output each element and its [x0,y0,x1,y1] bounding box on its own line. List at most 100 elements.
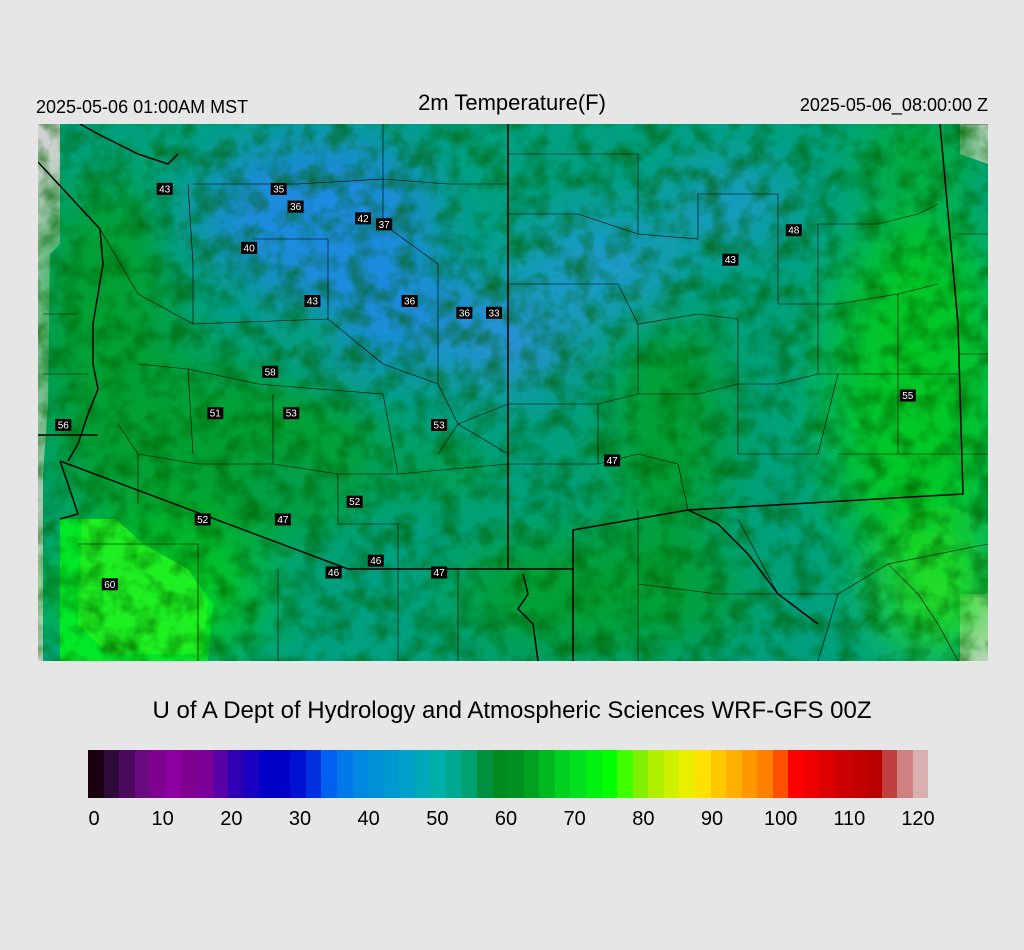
station-labels: 43 35 36 42 37 40 43 36 36 33 48 43 58 51 53 53 56 55 47 52… [55,182,916,591]
colorbar-segment [290,750,306,798]
station-label-box [287,200,304,213]
station-label-box [486,306,502,319]
colorbar-tick-label: 90 [700,808,724,830]
station-value: 36 [287,200,304,213]
station-value-text: 40 [244,243,256,254]
station-value-text: 47 [434,568,446,579]
station-value: 47 [274,513,291,526]
model-credit: U of A Dept of Hydrology and Atmospheric… [152,697,872,724]
station-value-text: 36 [404,297,416,308]
colorbar-segment [897,750,913,798]
colorbar-segment [352,750,369,798]
station-label-box [283,407,300,420]
colorbar-segment [570,750,586,798]
colorbar-segment [663,750,680,798]
colorbar-segment [477,750,493,798]
station-value: 43 [722,253,739,266]
station-value: 35 [270,182,287,195]
colorbar-segment [632,750,649,798]
colorbar-segment [601,750,618,798]
colorbar-segment [850,750,867,798]
colorbar-tick-label: 80 [632,808,655,830]
colorbar-segment [243,750,260,798]
colorbar-segment [274,750,291,798]
colorbar-segment [165,750,182,798]
station-value: 53 [431,419,448,432]
station-value: 43 [304,295,321,308]
station-label-box [262,365,279,378]
colorbar-tick-label: 10 [151,808,174,830]
station-label-box [722,253,739,266]
station-label-box [376,218,393,231]
colorbar-tick-label: 0 [88,808,100,830]
colorbar-segment [523,750,540,798]
station-value-text: 55 [902,391,914,402]
colorbar-segment [835,750,851,798]
station-label-box [101,578,118,591]
colorbar-tick-label: 30 [288,808,312,830]
station-value: 42 [355,212,372,225]
station-value-text: 52 [349,497,361,508]
station-value-text: 60 [104,580,116,591]
station-label-box [401,295,418,307]
colorbar-tick-label: 60 [494,808,518,830]
colorbar-segment [617,750,633,798]
station-label-box [270,182,287,195]
colorbar-segment [741,750,758,798]
colorbar-segment [383,750,400,798]
map-title: 2m Temperature(F) [418,90,606,115]
colorbar-tick-label: 20 [220,808,243,830]
station-value: 58 [262,365,279,378]
station-value-text: 37 [379,220,391,231]
station-label-box [456,306,473,319]
colorbar-segment [445,750,462,798]
station-label-box [346,495,363,508]
station-label-box [899,389,916,402]
colorbar-tick-label: 50 [426,808,449,830]
colorbar-segment [726,750,742,798]
colorbar-segment [819,750,835,798]
colorbar-segment [492,750,509,798]
station-value-text: 46 [328,568,340,579]
colorbar-segment [508,750,524,798]
station-value: 53 [283,407,300,420]
colorbar-segment [461,750,478,798]
station-value-text: 46 [370,556,382,567]
colorbar-segment [228,750,244,798]
station-value-text: 43 [307,297,319,308]
station-label-box [241,241,258,254]
colorbar-tick-label: 40 [357,808,380,830]
colorbar-segment [368,750,384,798]
colorbar-segment [772,750,789,798]
station-value-text: 53 [434,421,446,432]
colorbar-segment [881,750,898,798]
station-value: 40 [241,241,258,254]
station-value: 47 [431,566,448,579]
colorbar-segment [414,750,431,798]
station-label-box [604,454,621,467]
colorbar-segment [788,750,804,798]
colorbar-segment [648,750,664,798]
colorbar-segment [912,750,929,798]
station-value: 46 [367,554,384,567]
temperature-field [38,124,988,661]
station-label-box [274,513,291,526]
station-value-text: 43 [725,255,737,266]
valid-local-time: 2025-05-06 01:00AM MST [36,97,249,117]
station-value-text: 51 [210,409,222,420]
boundaries [38,124,988,661]
station-label-box [194,513,211,526]
colorbar-segment [586,750,602,798]
station-value-text: 56 [58,421,70,432]
colorbar-tick-label: 70 [563,808,586,830]
station-value: 55 [899,389,916,402]
station-label-box [207,407,224,420]
colorbar-segment [321,750,337,798]
station-label-box [325,566,342,579]
station-value: 37 [376,218,393,231]
colorbar-segment [181,750,197,798]
station-value-text: 42 [358,214,370,225]
colorbar-segment [305,750,322,798]
colorbar-segment [679,750,695,798]
station-value-text: 47 [607,456,619,467]
